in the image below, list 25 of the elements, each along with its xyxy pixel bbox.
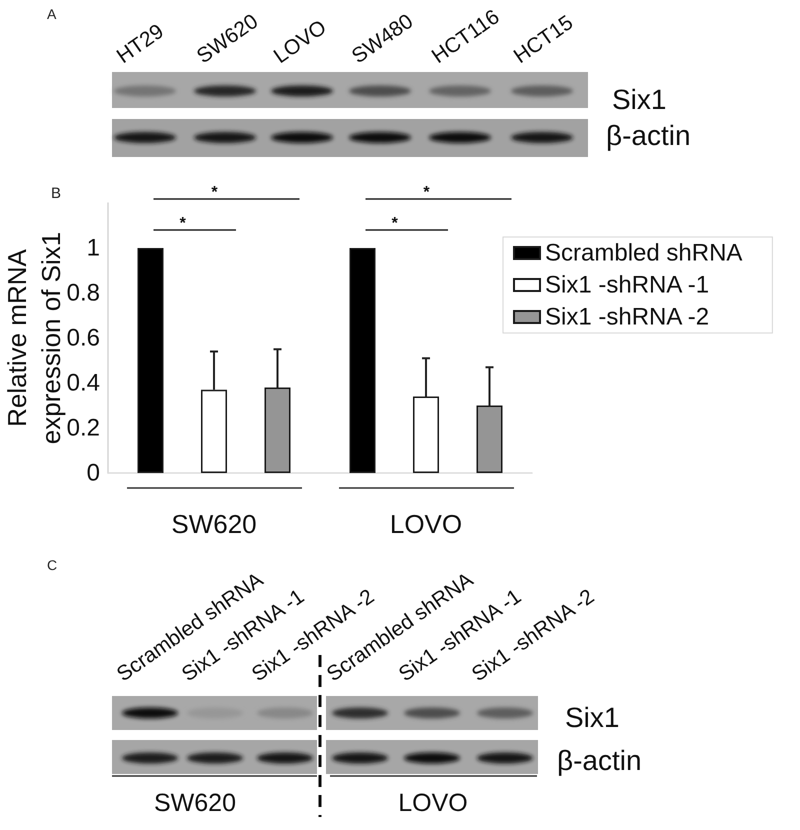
text: C <box>47 557 58 573</box>
legend-label: Scrambled shRNA <box>545 240 742 266</box>
text: Six1 <box>565 702 620 733</box>
annotation: * <box>392 215 399 232</box>
text: * <box>211 184 218 201</box>
legend-label: Six1 -shRNA -1 <box>545 272 710 298</box>
y-tick-label: 1 <box>86 234 100 262</box>
text: A <box>47 6 57 22</box>
y-tick-label: 0.2 <box>66 414 100 442</box>
text: LOVO <box>398 789 468 817</box>
text: β-actin <box>606 120 691 151</box>
y-tick-label: 0 <box>86 460 100 486</box>
text: * <box>423 184 430 201</box>
legend-label: Six1 -shRNA -2 <box>545 304 710 330</box>
y-tick-label: 0.4 <box>66 370 100 396</box>
text: Six1 <box>612 84 666 115</box>
bar <box>138 248 164 473</box>
text: β-actin <box>557 745 642 776</box>
annotation: * <box>180 215 187 232</box>
bar <box>350 248 376 473</box>
y-axis-title: Relative mRNA expression of Six1 <box>2 232 66 444</box>
text: SW620 <box>154 789 236 817</box>
chart-title: B <box>51 185 62 202</box>
y-tick-label: 0.8 <box>66 280 100 306</box>
y-tick-label: 0.6 <box>66 324 100 352</box>
